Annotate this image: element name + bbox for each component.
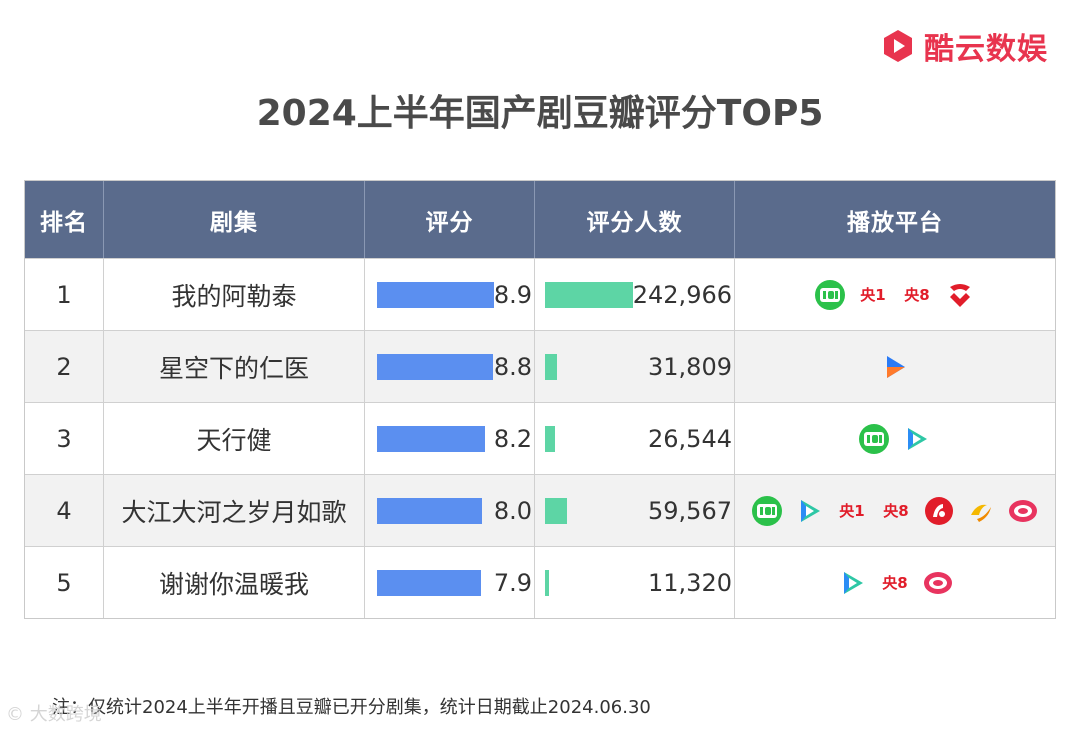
table-header: 排名 剧集 评分 评分人数 播放平台 — [25, 181, 1055, 258]
score-label: 8.0 — [493, 496, 532, 525]
score-cell: 8.8 — [364, 331, 534, 402]
dragon-tv-icon — [1007, 495, 1039, 527]
score-bar — [377, 281, 494, 308]
tencent-video-icon — [836, 567, 868, 599]
header-platforms: 播放平台 — [734, 181, 1055, 258]
iqiyi-icon — [751, 495, 783, 527]
rating-count-cell: 11,320 — [534, 547, 734, 618]
score-label: 8.8 — [493, 352, 532, 381]
rating-count-cell: 242,966 — [534, 259, 734, 330]
header-rating-count: 评分人数 — [534, 181, 734, 258]
platforms-cell: 央1 央8 — [734, 475, 1055, 546]
cctv1-icon: 央1 — [839, 502, 865, 520]
rank-cell: 1 — [56, 280, 72, 309]
rating-count-cell: 26,544 — [534, 403, 734, 474]
series-name-cell: 我的阿勒泰 — [103, 259, 364, 330]
youku-icon — [879, 351, 911, 383]
score-label: 8.9 — [493, 280, 532, 309]
platforms-cell: 央1 央8 — [734, 259, 1055, 330]
score-bar — [377, 425, 485, 452]
rating-count-label: 11,320 — [648, 568, 732, 597]
cctv8-icon: 央8 — [904, 286, 930, 304]
rating-count-bar — [545, 569, 549, 596]
score-bar — [377, 569, 481, 596]
rating-count-bar — [545, 353, 557, 380]
zhejiang-tv-icon — [965, 495, 997, 527]
table-row: 5 谢谢你温暖我 7.9 11,320 央8 — [25, 546, 1055, 618]
rank-cell: 4 — [56, 496, 72, 525]
rank-cell: 3 — [56, 424, 72, 453]
platforms-cell — [734, 403, 1055, 474]
iqiyi-icon — [858, 423, 890, 455]
platforms-cell: 央8 — [734, 547, 1055, 618]
cctv1-icon: 央1 — [860, 286, 886, 304]
platforms-cell — [734, 331, 1055, 402]
rating-count-label: 26,544 — [648, 424, 732, 453]
score-cell: 8.0 — [364, 475, 534, 546]
score-bar — [377, 497, 482, 524]
jiangsu-tv-icon — [944, 279, 976, 311]
rating-count-label: 59,567 — [648, 496, 732, 525]
table-row: 1 我的阿勒泰 8.9 242,966 央1 央8 — [25, 258, 1055, 330]
brand-name: 酷云数娱 — [924, 32, 1048, 67]
score-label: 8.2 — [493, 424, 532, 453]
series-name-cell: 星空下的仁医 — [103, 331, 364, 402]
rating-count-bar — [545, 425, 555, 452]
series-name-cell: 大江大河之岁月如歌 — [103, 475, 364, 546]
table-row: 4 大江大河之岁月如歌 8.0 59,567 央1 央8 — [25, 474, 1055, 546]
header-series: 剧集 — [103, 181, 364, 258]
tencent-video-icon — [900, 423, 932, 455]
score-bar — [377, 353, 493, 380]
rating-count-bar — [545, 497, 567, 524]
kuyun-logo-icon — [884, 30, 912, 62]
brand: 酷云数娱 — [880, 24, 1048, 68]
cctv8-icon: 央8 — [882, 574, 908, 592]
rating-count-cell: 59,567 — [534, 475, 734, 546]
anhui-tv-icon — [923, 495, 955, 527]
iqiyi-icon — [814, 279, 846, 311]
rating-count-bar — [545, 281, 633, 308]
footnote: 注：仅统计2024上半年开播且豆瓣已开分剧集，统计日期截止2024.06.30 — [52, 697, 651, 718]
table-row: 3 天行健 8.2 26,544 — [25, 402, 1055, 474]
ranking-table: 排名 剧集 评分 评分人数 播放平台 1 我的阿勒泰 8.9 242,966 央1 央8 2… — [24, 180, 1056, 619]
score-cell: 8.2 — [364, 403, 534, 474]
tencent-video-icon — [793, 495, 825, 527]
rating-count-label: 242,966 — [632, 280, 732, 309]
header-score: 评分 — [364, 181, 534, 258]
score-label: 7.9 — [493, 568, 532, 597]
series-name-cell: 天行健 — [103, 403, 364, 474]
rating-count-cell: 31,809 — [534, 331, 734, 402]
score-cell: 8.9 — [364, 259, 534, 330]
chart-title: 2024上半年国产剧豆瓣评分TOP5 — [256, 93, 824, 134]
rating-count-label: 31,809 — [648, 352, 732, 381]
score-cell: 7.9 — [364, 547, 534, 618]
table-row: 2 星空下的仁医 8.8 31,809 — [25, 330, 1055, 402]
header-rank: 排名 — [40, 209, 88, 236]
dragon-tv-icon — [922, 567, 954, 599]
rank-cell: 5 — [56, 568, 72, 597]
watermark: © 大数跨境 — [6, 704, 102, 725]
series-name-cell: 谢谢你温暖我 — [103, 547, 364, 618]
rank-cell: 2 — [56, 352, 72, 381]
cctv8-icon: 央8 — [883, 502, 909, 520]
